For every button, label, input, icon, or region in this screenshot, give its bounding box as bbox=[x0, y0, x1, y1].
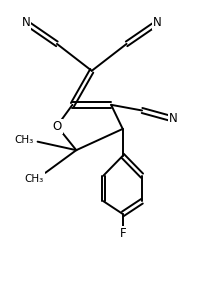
Text: CH₃: CH₃ bbox=[24, 174, 43, 184]
Text: CH₃: CH₃ bbox=[15, 135, 34, 145]
Text: N: N bbox=[153, 16, 162, 29]
Text: N: N bbox=[169, 112, 177, 125]
Text: N: N bbox=[22, 16, 30, 29]
Text: F: F bbox=[119, 227, 126, 240]
Text: O: O bbox=[52, 120, 61, 133]
